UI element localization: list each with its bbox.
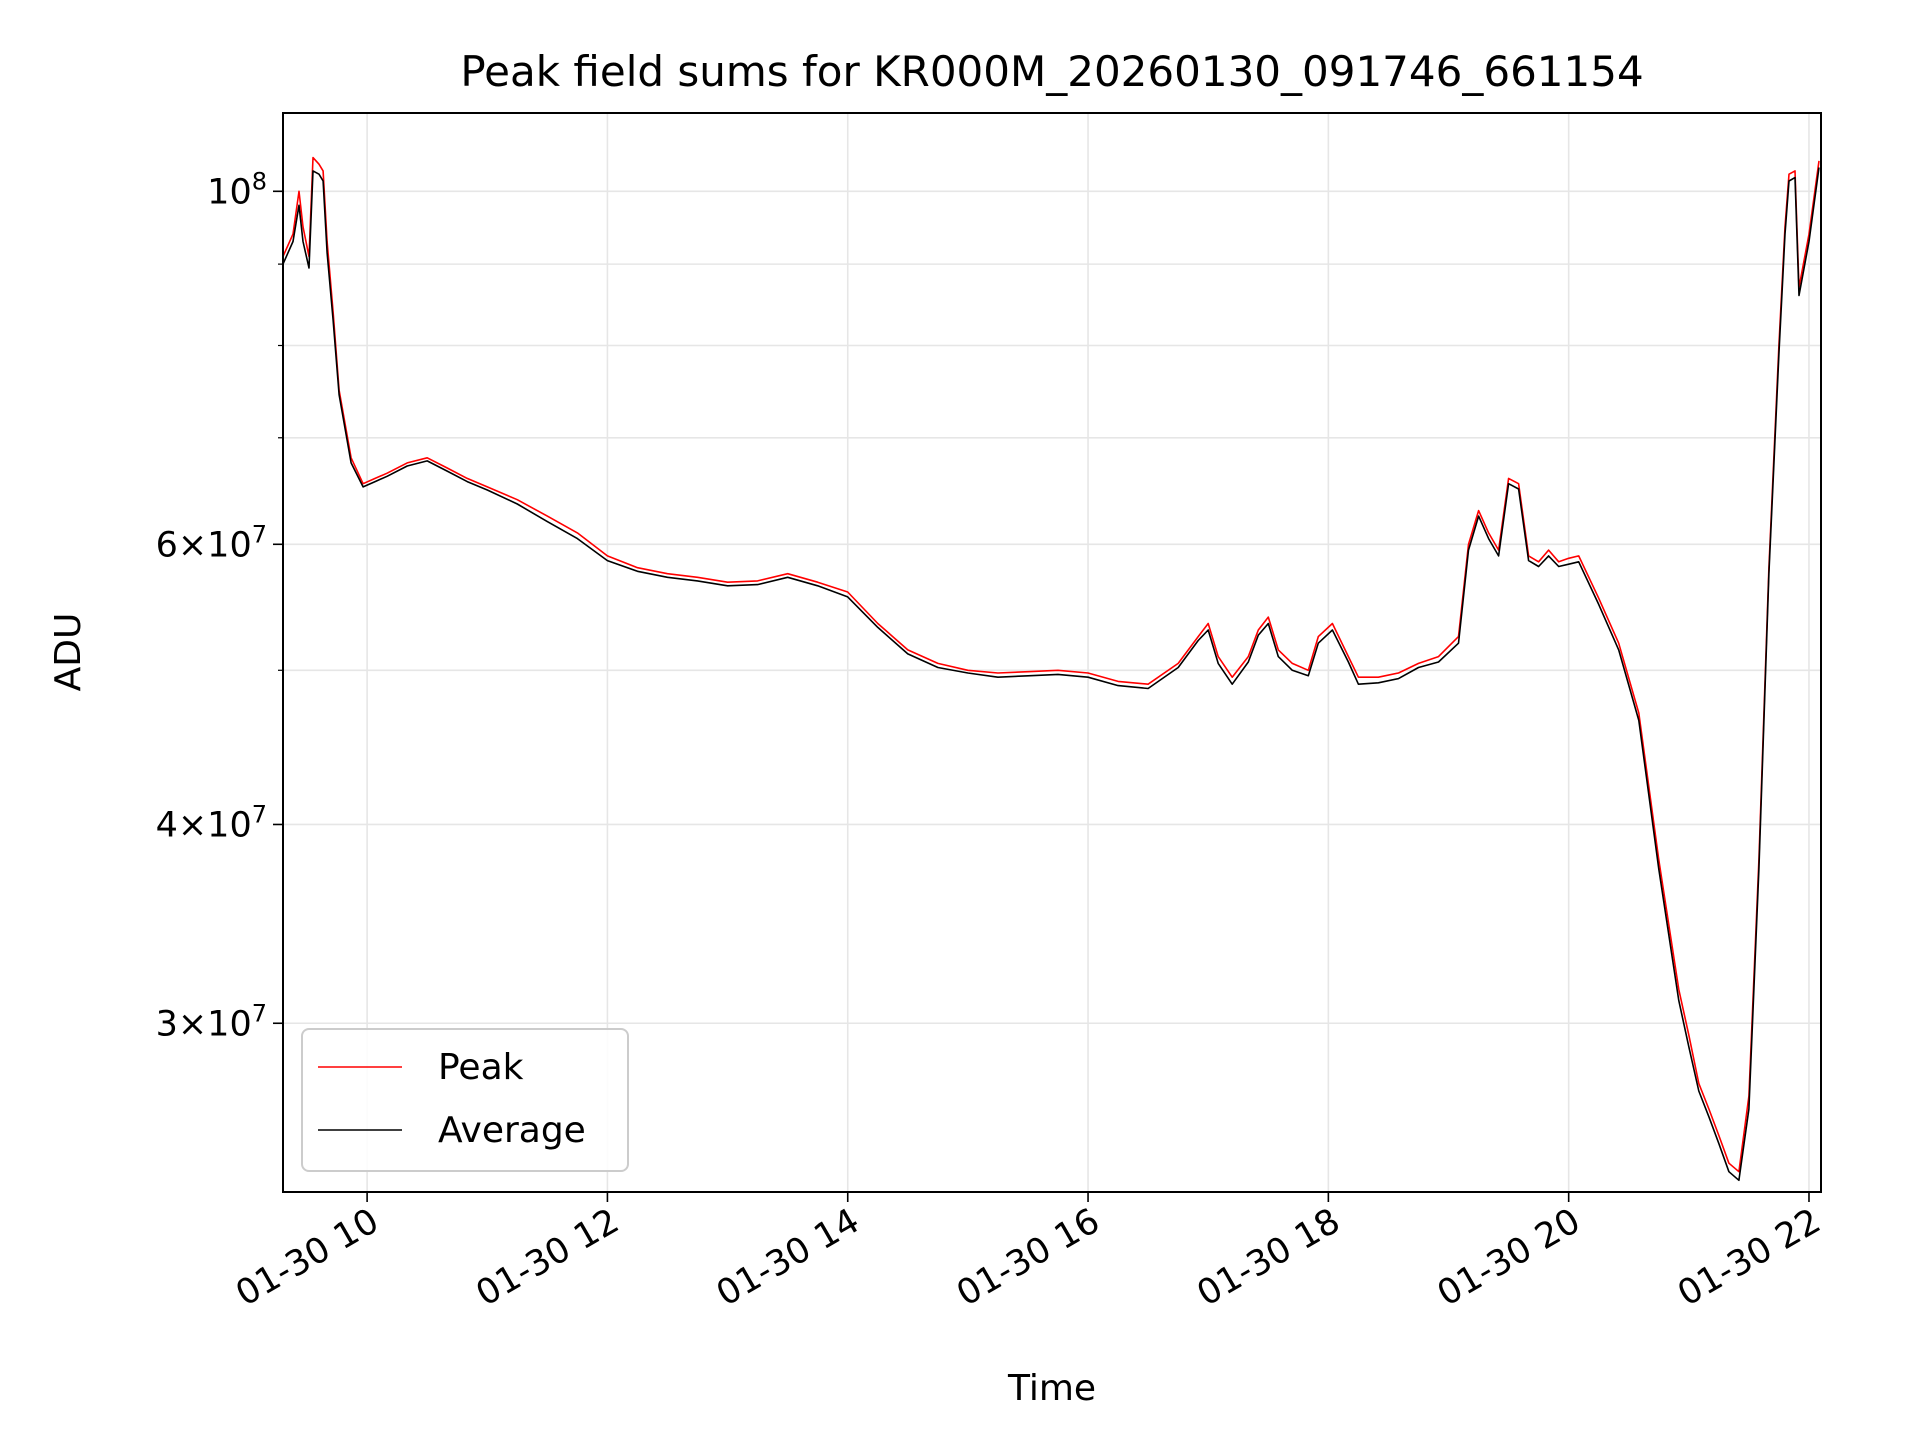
legend-box: [301, 1028, 629, 1172]
grid-lines: [283, 113, 1821, 1192]
x-axis-label: Time: [1007, 1368, 1096, 1409]
legend: Peak Average: [301, 1028, 629, 1172]
y-axis-label: ADU: [48, 613, 89, 692]
legend-label-peak: Peak: [438, 1047, 524, 1088]
y-tick-label: 108: [207, 167, 267, 212]
series-layer: [283, 156, 1820, 1182]
series-line-average: [283, 167, 1820, 1182]
y-tick-label: 6×107: [156, 520, 267, 565]
chart-title: Peak field sums for KR000M_20260130_0917…: [460, 47, 1643, 96]
plot-frame: [282, 112, 1822, 1193]
y-tick-label: 3×107: [156, 999, 267, 1044]
legend-label-average: Average: [438, 1110, 586, 1151]
y-tick-label: 4×107: [156, 800, 267, 845]
series-line-peak: [283, 156, 1820, 1173]
